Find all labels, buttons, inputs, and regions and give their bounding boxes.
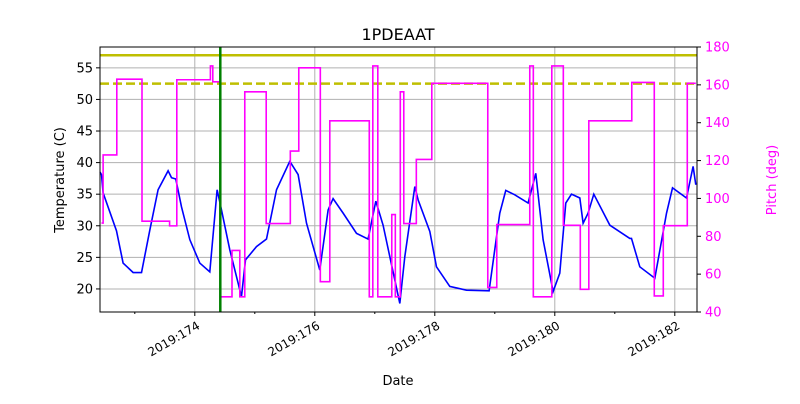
y2-axis-label: Pitch (deg) [765, 145, 780, 215]
y-tick-label: 40 [76, 156, 93, 171]
y2-tick-label: 180 [705, 41, 730, 56]
y2-tick-label: 160 [705, 78, 730, 93]
x-tick-label: 2019:174 [146, 318, 203, 359]
x-tick-label: 2019:182 [626, 318, 683, 359]
y2-tick-label: 140 [705, 116, 730, 131]
y2-tick-label: 60 [705, 268, 722, 283]
y-tick-label: 35 [76, 188, 93, 203]
plot-frame [99, 46, 698, 313]
temperature-line [99, 159, 697, 304]
chart-title: 1PDEAAT [361, 25, 434, 44]
y-axis-label: Temperature (C) [53, 127, 68, 234]
y-tick-label: 30 [76, 219, 93, 234]
y2-tick-label: 80 [705, 230, 722, 245]
y-tick-label: 45 [76, 125, 93, 140]
y2-tick-label: 40 [705, 306, 722, 321]
x-tick-label: 2019:176 [266, 318, 323, 359]
x-axis-label: Date [382, 374, 413, 389]
x-tick-label: 2019:178 [386, 318, 443, 359]
y-tick-label: 55 [76, 61, 93, 76]
y-tick-label: 50 [76, 93, 93, 108]
y-tick-label: 20 [76, 282, 93, 297]
y2-tick-label: 120 [705, 154, 730, 169]
y2-tick-label: 100 [705, 192, 730, 207]
x-tick-label: 2019:180 [506, 318, 563, 359]
pitch-line [101, 65, 696, 298]
y-tick-label: 25 [76, 251, 93, 266]
